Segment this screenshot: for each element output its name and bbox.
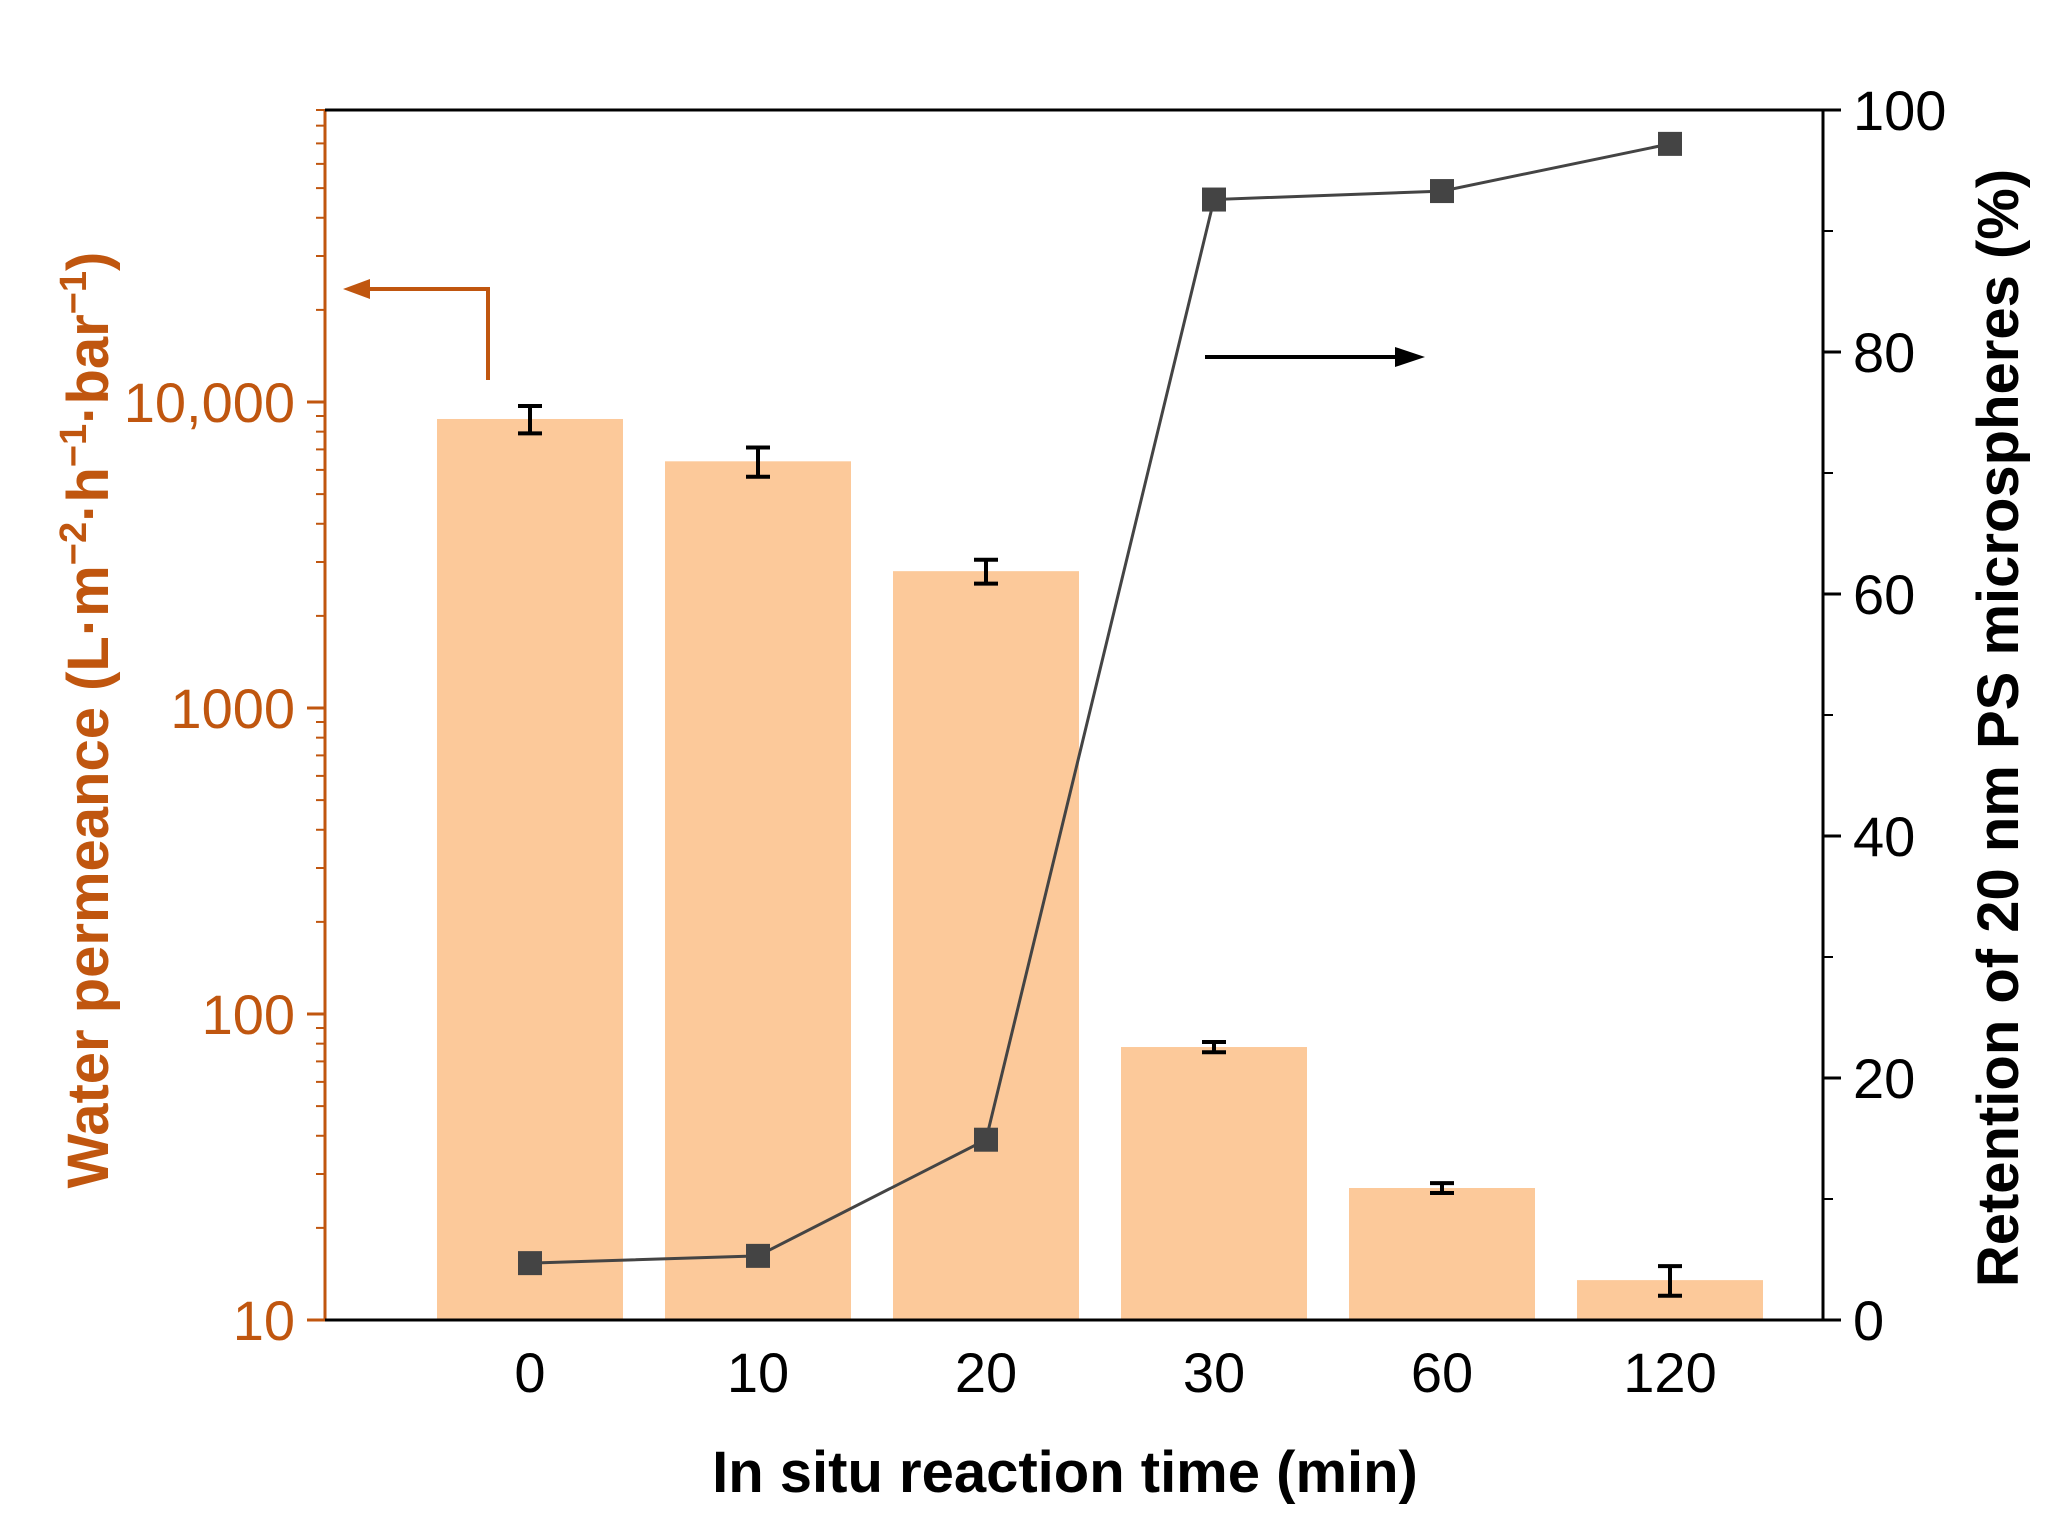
retention-point bbox=[746, 1243, 770, 1268]
retention-point bbox=[1202, 187, 1226, 212]
error-bars-layer bbox=[518, 404, 1682, 1298]
error-bar bbox=[1430, 1181, 1454, 1196]
x-tick-label: 10 bbox=[727, 1341, 789, 1404]
left-axis-title: Water permeance (L·m−2·h−1·bar−1) bbox=[53, 252, 121, 1189]
right-tick-label: 40 bbox=[1853, 805, 1915, 868]
right-axis-title: Retention of 20 nm PS microspheres (%) bbox=[1966, 169, 2031, 1287]
right-tick-label: 0 bbox=[1853, 1289, 1884, 1352]
x-tick-label: 60 bbox=[1411, 1341, 1473, 1404]
retention-point bbox=[1658, 131, 1682, 156]
x-tick-label: 0 bbox=[514, 1341, 545, 1404]
x-axis-ticks: 0 10 20 30 60 120 bbox=[514, 1341, 1716, 1404]
bar bbox=[665, 461, 851, 1321]
right-axis-ticks: 0 20 40 60 80 100 bbox=[1823, 79, 1946, 1352]
left-axis-ticks: 10 100 1000 10,000 bbox=[124, 109, 325, 1352]
left-tick-label: 100 bbox=[202, 983, 295, 1046]
error-bar bbox=[974, 557, 998, 586]
bar bbox=[1121, 1047, 1307, 1320]
right-tick-label: 80 bbox=[1853, 321, 1915, 384]
retention-point bbox=[1430, 179, 1454, 204]
error-bar bbox=[1658, 1264, 1682, 1298]
bar bbox=[893, 571, 1079, 1320]
x-axis-title: In situ reaction time (min) bbox=[712, 1440, 1418, 1505]
x-tick-label: 30 bbox=[1183, 1341, 1245, 1404]
retention-point bbox=[518, 1251, 542, 1276]
left-tick-label: 10 bbox=[233, 1289, 295, 1352]
right-tick-label: 60 bbox=[1853, 563, 1915, 626]
left-tick-label: 1000 bbox=[170, 677, 295, 740]
error-bar bbox=[1202, 1040, 1226, 1055]
left-axis-indicator-arrow bbox=[343, 279, 490, 380]
bars-layer bbox=[437, 418, 1763, 1321]
retention-point bbox=[974, 1127, 998, 1152]
right-tick-label: 20 bbox=[1853, 1047, 1915, 1110]
left-tick-label: 10,000 bbox=[124, 371, 295, 434]
right-tick-label: 100 bbox=[1853, 79, 1946, 142]
x-tick-label: 20 bbox=[955, 1341, 1017, 1404]
error-bar bbox=[746, 445, 770, 479]
right-axis-indicator-arrow bbox=[1205, 347, 1425, 367]
bar bbox=[1349, 1188, 1535, 1320]
x-tick-label: 120 bbox=[1623, 1341, 1716, 1404]
retention-line bbox=[529, 142, 1671, 1265]
error-bar bbox=[518, 404, 542, 436]
bar bbox=[437, 418, 623, 1321]
retention-line-layer bbox=[518, 131, 1682, 1276]
